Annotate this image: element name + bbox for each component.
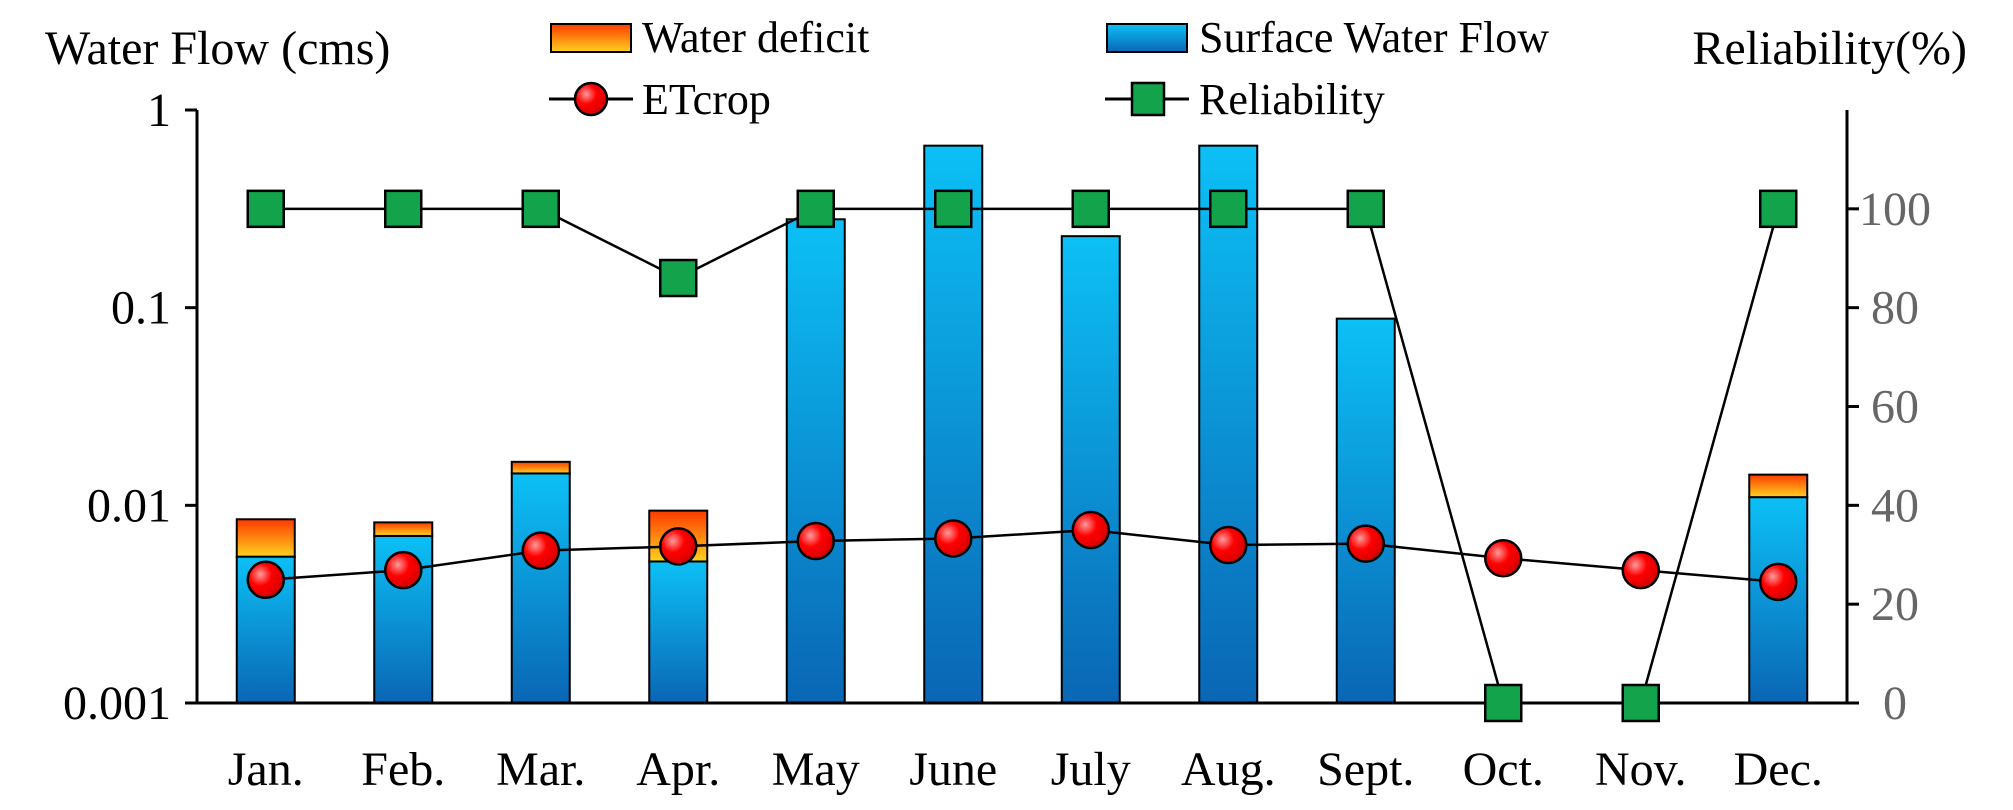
point-etcrop bbox=[521, 531, 560, 570]
point-reliability bbox=[1071, 189, 1110, 229]
bar-surface-water-flow bbox=[1198, 144, 1259, 704]
x-tick-label: Oct. bbox=[1463, 743, 1544, 796]
legend-label-reliability: Reliability bbox=[1199, 75, 1385, 124]
legend-swatch-water-deficit bbox=[550, 23, 632, 53]
legend-label-surface-water-flow: Surface Water Flow bbox=[1199, 13, 1549, 62]
x-tick-label: Feb. bbox=[361, 743, 445, 796]
point-etcrop bbox=[1484, 538, 1523, 578]
right-tick-label: 60 bbox=[1871, 381, 1919, 434]
point-reliability bbox=[1484, 683, 1523, 723]
left-tick-label: 0.001 bbox=[63, 677, 171, 730]
legend: Water deficit Surface Water Flow ETcrop … bbox=[549, 13, 1549, 124]
right-tick-label: 40 bbox=[1871, 479, 1919, 532]
x-tick-label: Jan. bbox=[228, 743, 304, 796]
legend-swatch-surface-water-flow bbox=[1106, 23, 1188, 53]
bar-water-deficit bbox=[235, 518, 296, 558]
point-etcrop bbox=[1071, 510, 1110, 550]
point-reliability bbox=[246, 189, 285, 229]
line-etcrop bbox=[265, 528, 1779, 584]
point-reliability bbox=[521, 189, 560, 229]
line-reliability bbox=[265, 207, 1780, 705]
bar-water-deficit bbox=[1748, 473, 1809, 499]
point-etcrop bbox=[934, 519, 973, 558]
legend-marker-etcrop bbox=[573, 81, 609, 117]
line-group bbox=[265, 207, 1780, 705]
point-reliability bbox=[1621, 683, 1660, 723]
left-tick-label: 0.1 bbox=[111, 282, 171, 335]
x-tick-label: May bbox=[772, 743, 860, 796]
point-reliability bbox=[1209, 189, 1248, 229]
x-tick-label: Mar. bbox=[496, 743, 585, 796]
bar-surface-water-flow bbox=[648, 560, 709, 705]
right-tick-label: 0 bbox=[1883, 677, 1907, 730]
bar-surface-water-flow bbox=[510, 472, 571, 704]
legend-label-etcrop: ETcrop bbox=[642, 75, 771, 124]
point-etcrop bbox=[384, 550, 423, 590]
point-etcrop bbox=[659, 527, 698, 566]
right-axis-ticks: 0 20 40 60 80 100 bbox=[1847, 183, 1931, 730]
point-reliability bbox=[1346, 189, 1385, 229]
marker-group bbox=[246, 189, 1798, 723]
point-etcrop bbox=[1346, 524, 1385, 563]
x-tick-label: Sept. bbox=[1317, 743, 1414, 796]
point-etcrop bbox=[1621, 550, 1660, 590]
left-tick-label: 0.01 bbox=[87, 479, 171, 532]
point-reliability bbox=[384, 189, 423, 229]
right-tick-label: 100 bbox=[1859, 183, 1931, 236]
bar-surface-water-flow bbox=[923, 144, 984, 704]
left-axis-ticks: 1 0.1 0.01 0.001 bbox=[63, 84, 197, 730]
x-tick-label: Dec. bbox=[1734, 743, 1823, 796]
bar-surface-water-flow bbox=[1060, 235, 1121, 704]
x-tick-label: Aug. bbox=[1181, 743, 1276, 796]
x-tick-label: June bbox=[909, 743, 997, 796]
point-reliability bbox=[934, 189, 973, 229]
x-tick-label: Apr. bbox=[636, 743, 720, 796]
point-reliability bbox=[796, 189, 835, 229]
legend-label-water-deficit: Water deficit bbox=[642, 13, 869, 62]
bar-surface-water-flow bbox=[1335, 317, 1396, 704]
x-axis-labels: Jan. Feb. Mar. Apr. May June July Aug. Sept. Oct.… bbox=[228, 743, 1823, 796]
left-tick-label: 1 bbox=[147, 84, 171, 137]
right-tick-label: 80 bbox=[1871, 282, 1919, 335]
x-tick-label: Nov. bbox=[1595, 743, 1687, 796]
point-reliability bbox=[1759, 189, 1798, 229]
bar-water-deficit bbox=[373, 521, 434, 537]
x-tick-label: July bbox=[1051, 743, 1131, 796]
left-axis-title: Water Flow (cms) bbox=[45, 22, 390, 75]
bar-surface-water-flow bbox=[785, 218, 846, 704]
right-tick-label: 20 bbox=[1871, 578, 1919, 631]
point-etcrop bbox=[1209, 525, 1248, 565]
right-axis-title: Reliability(%) bbox=[1692, 22, 1967, 75]
legend-marker-reliability bbox=[1130, 81, 1166, 117]
bar-water-deficit bbox=[510, 460, 571, 475]
point-etcrop bbox=[796, 521, 835, 561]
point-reliability bbox=[659, 258, 698, 298]
point-etcrop bbox=[1759, 562, 1798, 602]
point-etcrop bbox=[246, 560, 285, 600]
bar-group bbox=[235, 144, 1809, 705]
